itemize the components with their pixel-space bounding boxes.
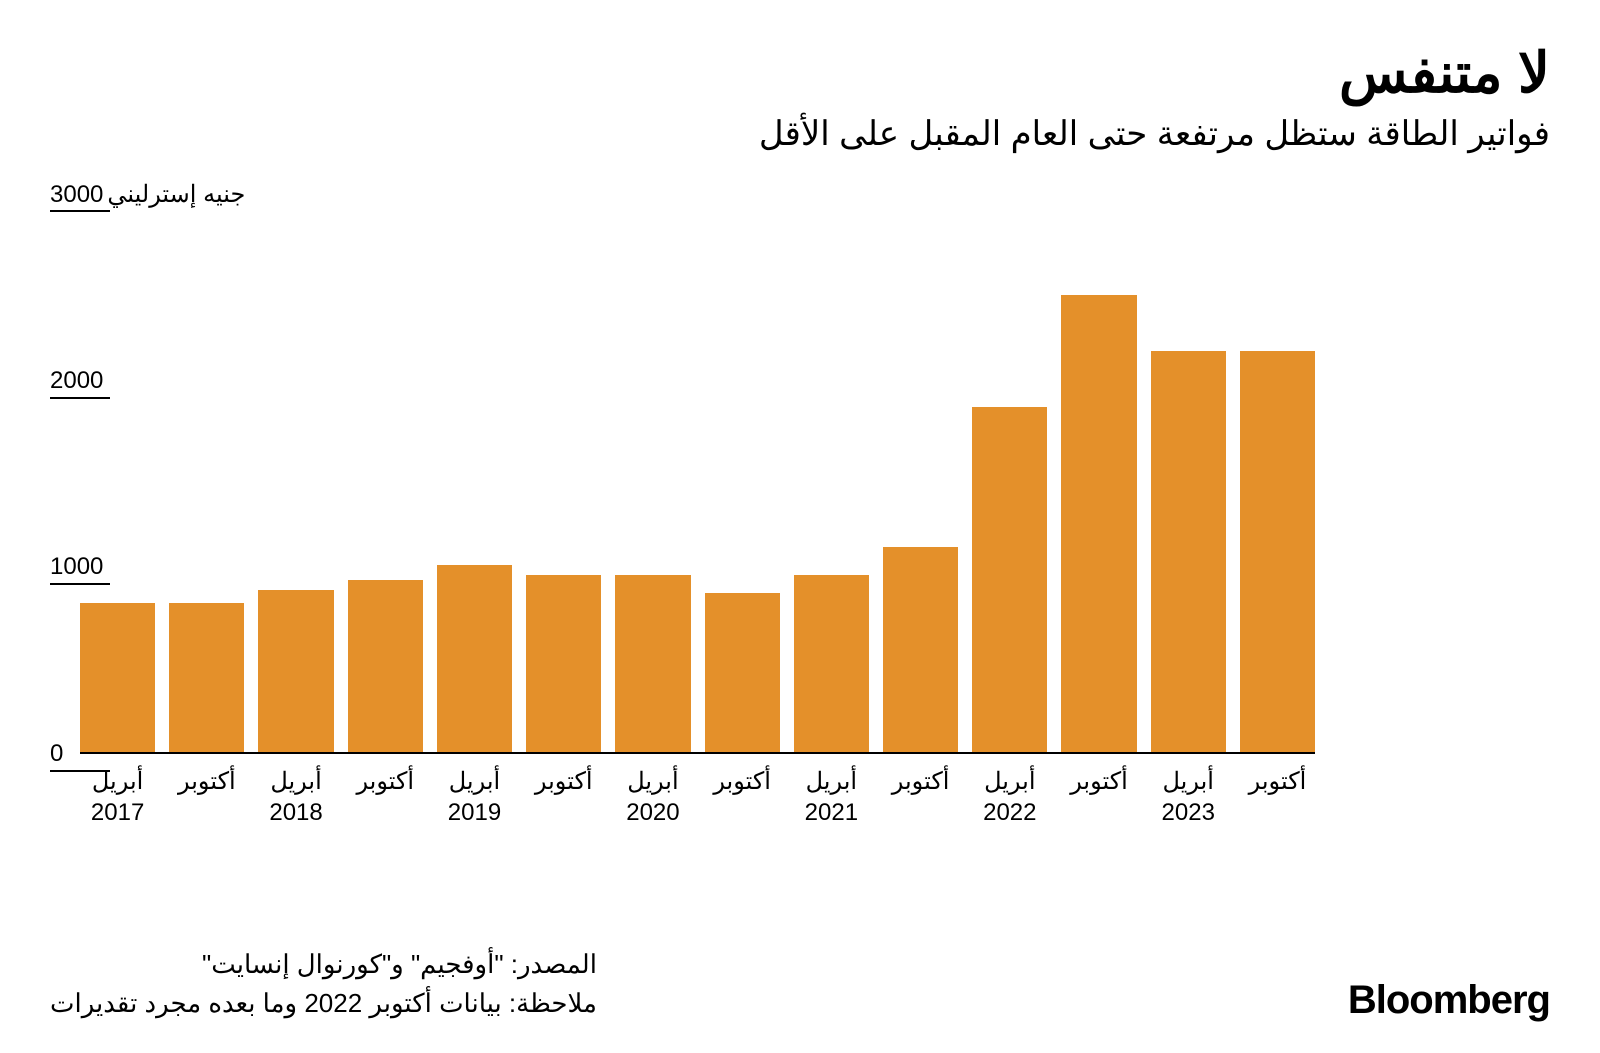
bar-rect bbox=[794, 575, 869, 752]
chart-footer: Bloomberg المصدر: "أوفجيم" و"كورنوال إنس… bbox=[50, 945, 1550, 1023]
bar-rect bbox=[705, 593, 780, 752]
bar bbox=[1061, 295, 1136, 752]
bar bbox=[169, 603, 244, 752]
x-tick-label: أبريل2017 bbox=[80, 766, 155, 834]
source-text: المصدر: "أوفجيم" و"كورنوال إنسايت" bbox=[50, 945, 597, 984]
plot-region bbox=[80, 194, 1315, 754]
bar bbox=[1240, 351, 1315, 752]
note-text: ملاحظة: بيانات أكتوبر 2022 وما بعده مجرد… bbox=[50, 984, 597, 1023]
x-tick-label: أبريل2023 bbox=[1151, 766, 1226, 834]
x-tick-label: أبريل2020 bbox=[615, 766, 690, 834]
x-tick-label: أبريل2021 bbox=[794, 766, 869, 834]
bar bbox=[80, 603, 155, 752]
bar-rect bbox=[80, 603, 155, 752]
bar-rect bbox=[972, 407, 1047, 752]
chart-subtitle: فواتير الطاقة ستظل مرتفعة حتى العام المق… bbox=[50, 114, 1550, 154]
bar bbox=[258, 590, 333, 752]
x-axis-labels: أبريل2017أكتوبر أبريل2018أكتوبر أبريل201… bbox=[80, 766, 1315, 834]
bar bbox=[972, 407, 1047, 752]
bar bbox=[348, 580, 423, 752]
bar-rect bbox=[526, 575, 601, 752]
bar bbox=[794, 575, 869, 752]
bar bbox=[883, 547, 958, 752]
brand-logo: Bloomberg bbox=[1348, 978, 1550, 1023]
bar bbox=[437, 565, 512, 752]
x-tick-label: أكتوبر bbox=[1061, 766, 1136, 834]
bar-rect bbox=[615, 575, 690, 752]
chart-container: لا متنفس فواتير الطاقة ستظل مرتفعة حتى ا… bbox=[0, 0, 1600, 1053]
bar-rect bbox=[1061, 295, 1136, 752]
bar bbox=[615, 575, 690, 752]
bar-rect bbox=[437, 565, 512, 752]
bar-rect bbox=[883, 547, 958, 752]
x-tick-label: أكتوبر bbox=[705, 766, 780, 834]
x-tick-label: أكتوبر bbox=[1240, 766, 1315, 834]
x-tick-label: أبريل2022 bbox=[972, 766, 1047, 834]
bar-rect bbox=[348, 580, 423, 752]
x-tick-label: أبريل2018 bbox=[258, 766, 333, 834]
footer-notes: المصدر: "أوفجيم" و"كورنوال إنسايت" ملاحظ… bbox=[50, 945, 597, 1023]
x-tick-label: أكتوبر bbox=[883, 766, 958, 834]
chart-title: لا متنفس bbox=[50, 40, 1550, 106]
bar bbox=[705, 593, 780, 752]
x-tick-label: أكتوبر bbox=[526, 766, 601, 834]
chart-area: 0100020003000جنيه إسترليني أبريل2017أكتو… bbox=[50, 194, 1550, 814]
bar bbox=[1151, 351, 1226, 752]
bar bbox=[526, 575, 601, 752]
y-tick-label: 0 bbox=[50, 740, 63, 768]
x-tick-label: أكتوبر bbox=[169, 766, 244, 834]
x-tick-label: أكتوبر bbox=[348, 766, 423, 834]
bar-rect bbox=[169, 603, 244, 752]
bar-rect bbox=[258, 590, 333, 752]
bar-rect bbox=[1151, 351, 1226, 752]
x-tick-label: أبريل2019 bbox=[437, 766, 512, 834]
bar-rect bbox=[1240, 351, 1315, 752]
